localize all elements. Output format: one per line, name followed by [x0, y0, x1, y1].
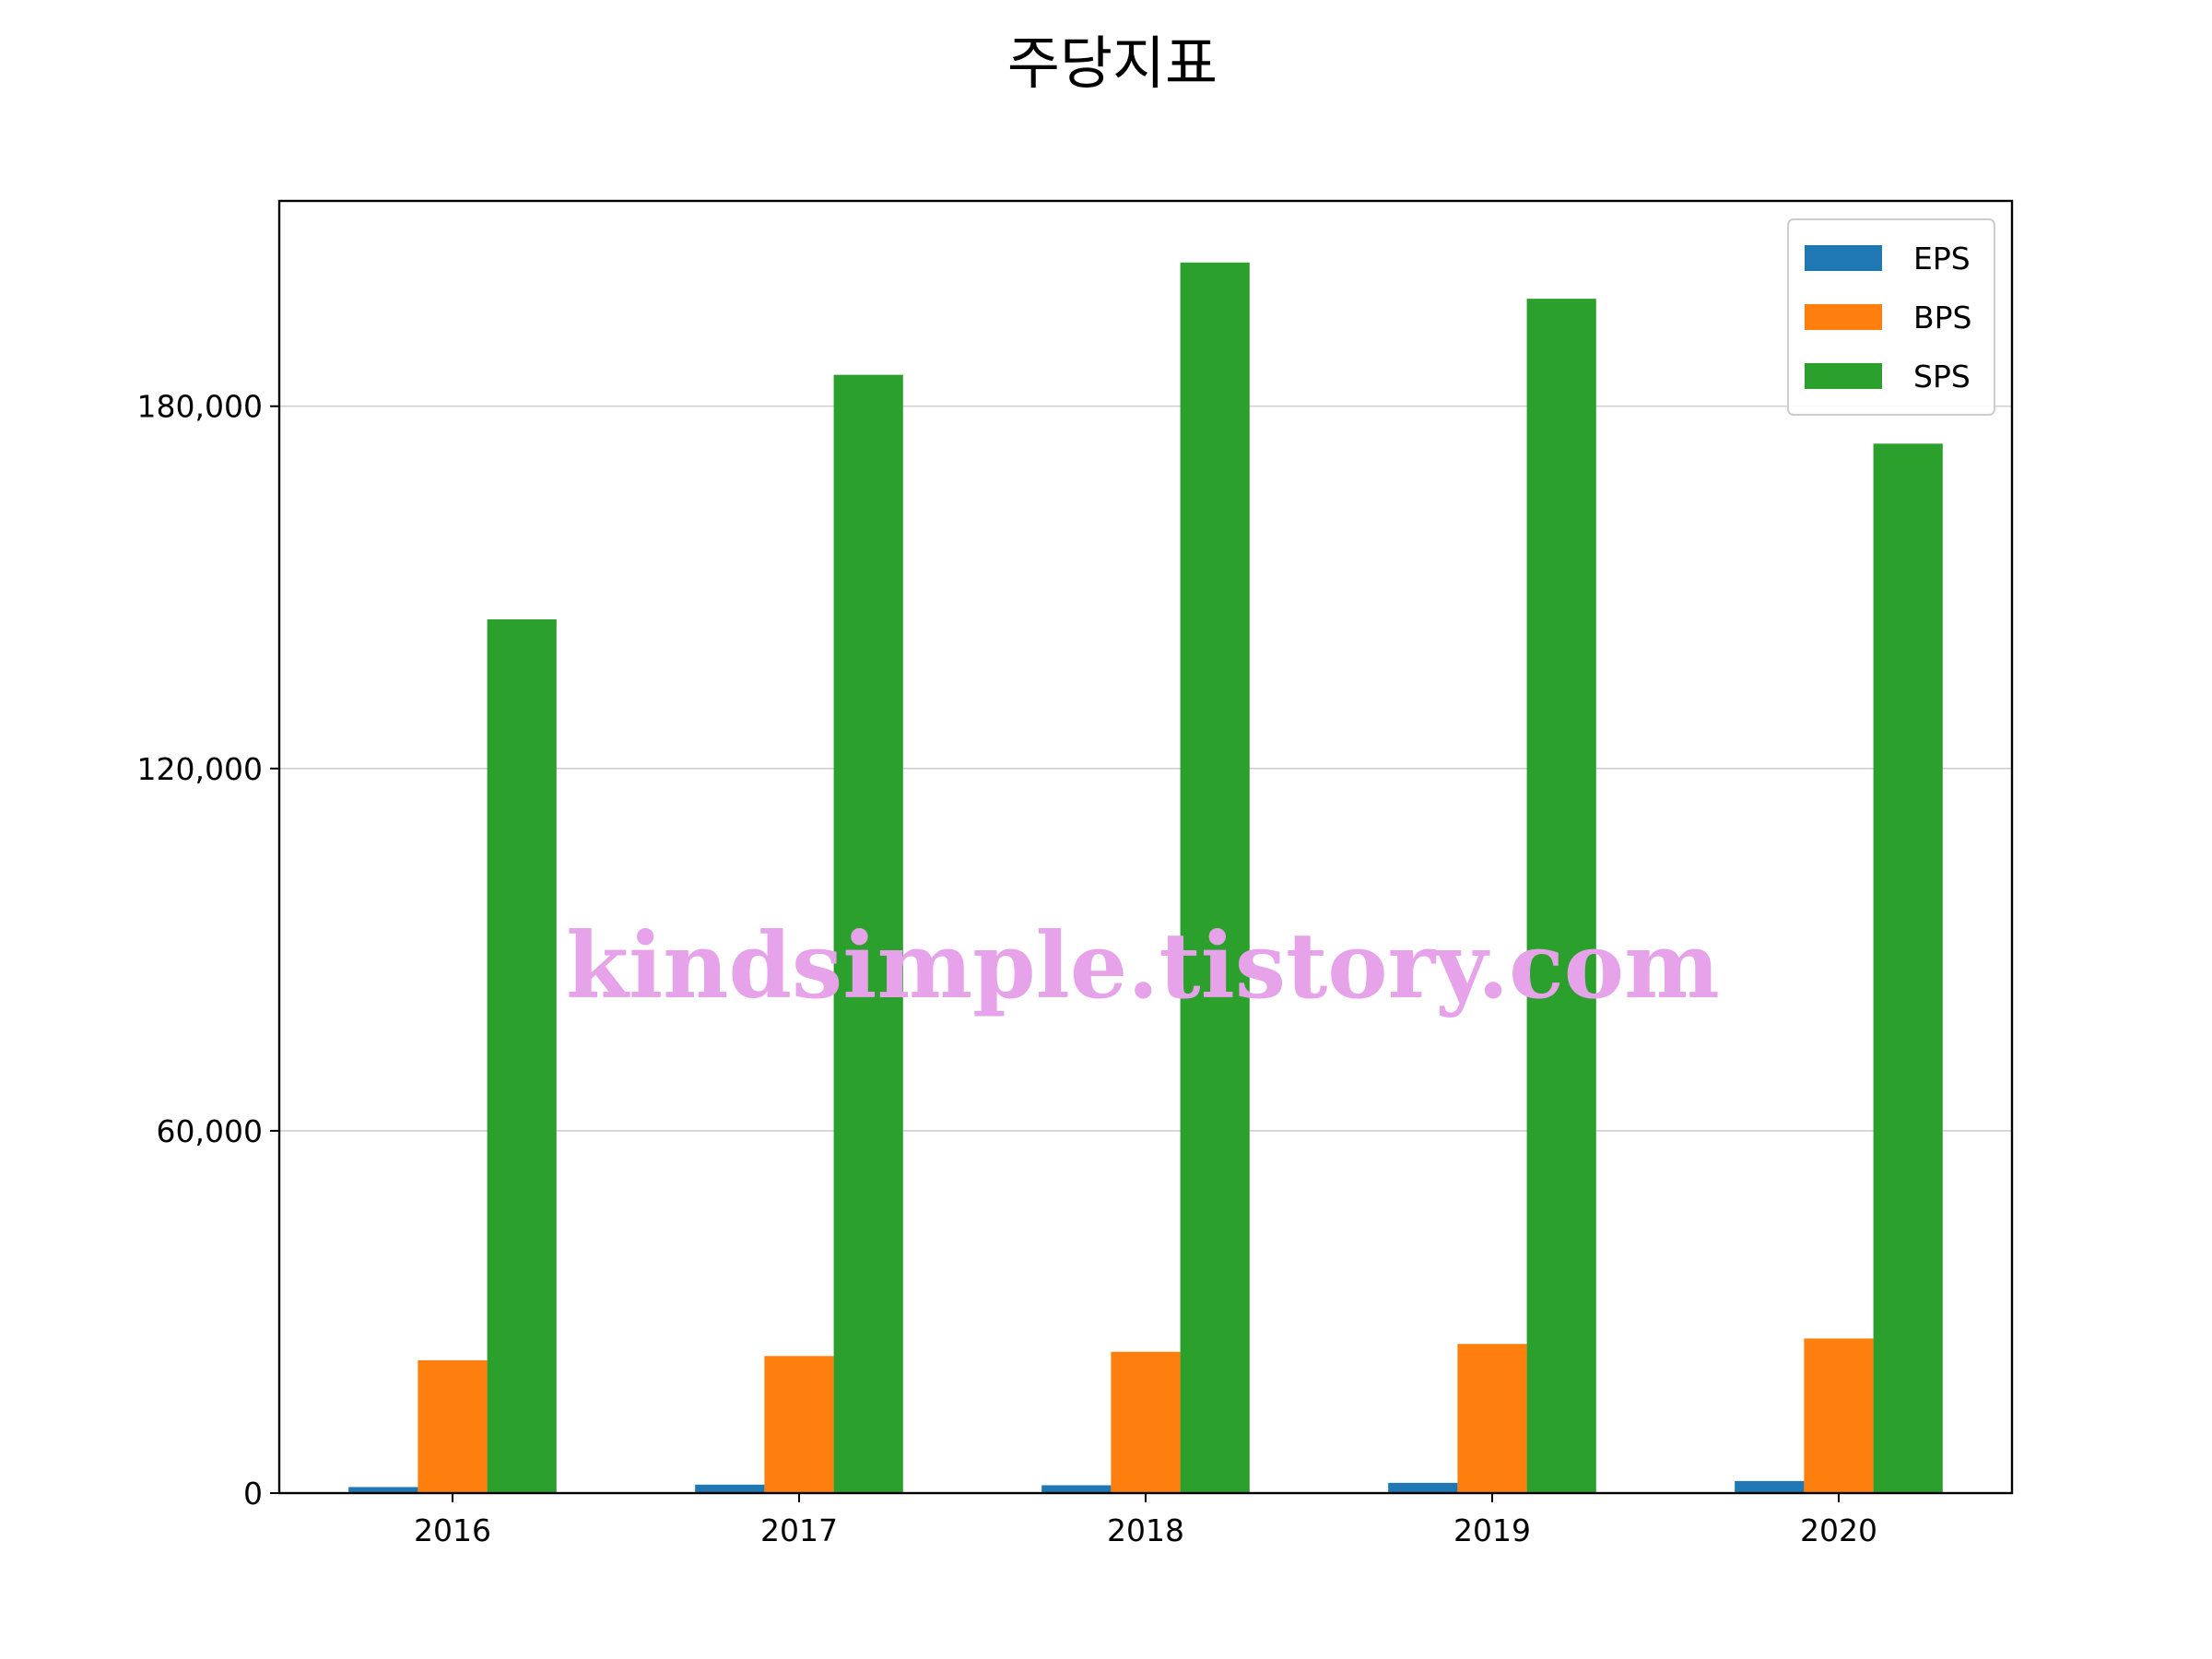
bar-bps-2016 [418, 1359, 488, 1493]
legend-label-eps: EPS [1913, 241, 1971, 276]
legend-swatch-eps [1805, 245, 1882, 271]
x-tick-label: 2019 [1453, 1512, 1531, 1548]
bar-eps-2016 [348, 1487, 418, 1493]
legend: EPS BPS SPS [1787, 218, 1995, 416]
bar-bps-2018 [1111, 1351, 1181, 1493]
y-tick-label: 120,000 [137, 751, 263, 787]
y-tick-label: 0 [243, 1476, 263, 1512]
legend-swatch-sps [1805, 363, 1882, 389]
legend-label-sps: SPS [1913, 359, 1971, 394]
y-gridlines [279, 405, 2012, 1132]
x-tick-label: 2020 [1800, 1512, 1877, 1548]
x-tick-label: 2016 [414, 1512, 491, 1548]
y-tick-label: 60,000 [157, 1113, 263, 1149]
bar-bps-2017 [764, 1356, 834, 1493]
bars [348, 262, 1943, 1494]
x-tick-label: 2018 [1107, 1512, 1184, 1548]
bar-eps-2020 [1735, 1480, 1805, 1493]
x-tick-label: 2017 [760, 1512, 838, 1548]
bar-sps-2017 [833, 374, 903, 1493]
y-tick-label: 180,000 [137, 389, 263, 425]
bar-eps-2017 [695, 1484, 765, 1493]
bar-bps-2019 [1457, 1344, 1527, 1493]
bar-sps-2016 [487, 619, 557, 1493]
legend-label-bps: BPS [1913, 300, 1972, 335]
legend-swatch-bps [1805, 304, 1882, 330]
bar-sps-2020 [1873, 443, 1943, 1494]
bar-eps-2019 [1388, 1482, 1458, 1493]
bar-sps-2019 [1526, 299, 1596, 1494]
bar-bps-2020 [1804, 1338, 1874, 1493]
chart-title: 주당지표 [1007, 29, 1218, 97]
ticks: 0 60,000 120,000 180,000 2016 2017 2018 2019 202… [137, 389, 1877, 1548]
bar-eps-2018 [1041, 1485, 1112, 1493]
watermark: kindsimple.tistory.com [566, 913, 1720, 1019]
bar-sps-2018 [1180, 262, 1250, 1493]
